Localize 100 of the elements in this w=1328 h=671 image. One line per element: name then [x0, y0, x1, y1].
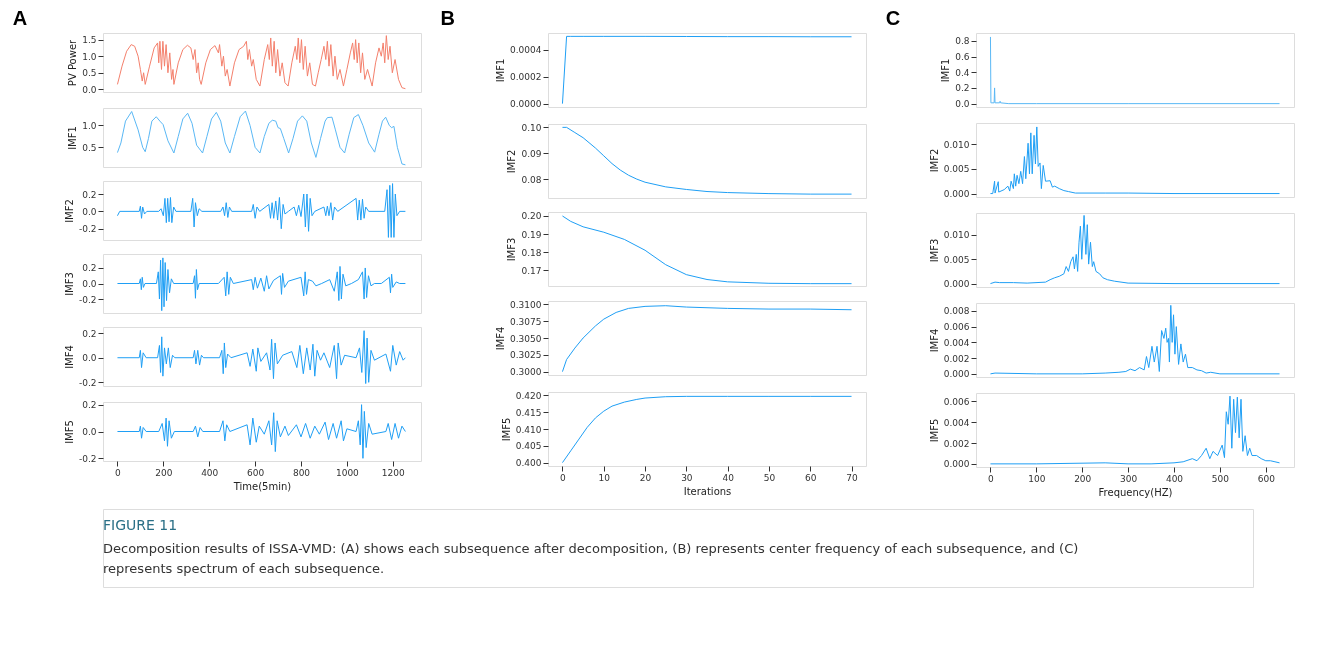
- line-series: [116, 404, 406, 459]
- y-axis-title: IMF3: [506, 237, 518, 262]
- y-tick-label: 0.010: [943, 139, 970, 150]
- chart-title: C: [885, 7, 901, 29]
- x-axis-title: Iterations: [683, 485, 732, 497]
- y-tick-label: 0.4: [955, 67, 970, 78]
- y-tick-label: 0.5: [82, 142, 97, 153]
- x-tick-label: 10: [598, 472, 611, 483]
- y-tick-label: 0.09: [521, 148, 542, 159]
- y-tick-label: 0.005: [943, 254, 970, 265]
- x-tick-label: 600: [247, 467, 265, 478]
- y-axis-title: PV Power: [67, 38, 79, 87]
- y-tick-label: 0.0: [82, 353, 97, 364]
- y-axis-title: IMF3: [928, 238, 940, 263]
- y-tick-label: 0.2: [82, 263, 97, 274]
- x-tick-label: 70: [846, 472, 859, 483]
- x-tick-label: 600: [1257, 473, 1276, 484]
- x-tick-label: 20: [639, 472, 652, 483]
- y-tick-label: 0.415: [515, 407, 542, 418]
- y-axis-title: IMF4: [928, 328, 940, 353]
- y-axis-title: IMF1: [940, 58, 952, 83]
- y-tick-label: 0.17: [521, 265, 542, 276]
- x-axis-title: Frequency(HZ): [1098, 486, 1173, 498]
- x-tick-label: 1000: [335, 467, 360, 478]
- line-series: [116, 110, 406, 166]
- text: FIGURE 11: [103, 517, 178, 533]
- line-series: [989, 214, 1281, 285]
- line-series: [116, 35, 406, 90]
- y-tick-label: -0.2: [78, 453, 97, 464]
- line-series: [561, 395, 853, 464]
- y-tick-label: 0.400: [515, 458, 542, 469]
- y-tick-label: 0.2: [82, 400, 97, 411]
- y-tick-label: 0.008: [943, 306, 970, 317]
- y-tick-label: 0.0: [82, 279, 97, 289]
- y-tick-label: 0.002: [943, 353, 970, 364]
- x-tick-label: 800: [292, 467, 311, 478]
- y-axis-title: IMF2: [506, 149, 518, 174]
- y-tick-label: 0.6: [955, 52, 970, 63]
- y-tick-label: 0.000: [943, 279, 970, 290]
- line-series: [116, 183, 406, 238]
- y-tick-label: 0.005: [943, 164, 970, 175]
- text: Decomposition results of ISSA-VMD: (A) shows each subsequence after decomposition, (B) represents center frequency of each subsequence, and (C) represents spectrum of each subsequence.: [103, 541, 1079, 576]
- y-tick-label: 0.004: [943, 417, 970, 428]
- y-axis-title: IMF5: [63, 420, 75, 444]
- y-tick-label: 0.010: [943, 230, 970, 241]
- line-series: [989, 36, 1281, 105]
- line-series: [989, 395, 1281, 465]
- y-tick-label: 0.0: [82, 206, 97, 217]
- x-tick-label: 60: [805, 472, 817, 483]
- y-tick-label: 0.006: [943, 322, 970, 333]
- y-tick-label: 1.0: [82, 120, 97, 131]
- x-tick-label: 500: [1211, 473, 1230, 484]
- y-tick-label: 0.0000: [510, 99, 542, 110]
- x-tick-label: 400: [1165, 473, 1184, 484]
- y-tick-label: 0.2: [82, 189, 97, 200]
- y-tick-label: 0.0004: [510, 45, 542, 56]
- y-tick-label: 0.0: [82, 427, 97, 437]
- x-tick-label: 100: [1028, 473, 1046, 484]
- y-tick-label: -0.2: [78, 224, 97, 235]
- y-axis-title: IMF2: [928, 148, 940, 173]
- x-tick-label: 0: [560, 472, 567, 483]
- y-tick-label: 0.19: [521, 229, 542, 240]
- line-series: [116, 257, 406, 312]
- x-tick-label: 1200: [381, 467, 405, 478]
- y-tick-label: 0.002: [943, 438, 970, 449]
- x-axis-title: Time(5min): [232, 480, 292, 492]
- line-series: [561, 35, 853, 105]
- y-axis-title: IMF5: [928, 418, 940, 443]
- y-tick-label: 0.2: [82, 328, 97, 339]
- y-tick-label: 0.405: [515, 441, 542, 452]
- y-tick-label: -0.2: [78, 294, 97, 305]
- y-tick-label: 0.000: [943, 459, 970, 470]
- x-tick-label: 30: [681, 472, 693, 483]
- x-tick-label: 200: [155, 467, 173, 478]
- y-tick-label: 1.5: [82, 35, 97, 46]
- y-tick-label: 0.000: [943, 369, 970, 380]
- y-axis-title: IMF2: [63, 199, 75, 223]
- y-axis-title: IMF4: [495, 326, 507, 351]
- y-tick-label: 0.0: [82, 84, 97, 95]
- y-tick-label: 0.5: [82, 68, 97, 79]
- y-axis-title: IMF5: [500, 417, 512, 442]
- line-series: [989, 126, 1281, 195]
- x-tick-label: 400: [201, 467, 219, 478]
- y-tick-label: 0.20: [521, 211, 542, 222]
- y-tick-label: 0.08: [521, 174, 542, 185]
- x-tick-label: 0: [115, 467, 122, 478]
- y-tick-label: 0.3000: [510, 367, 542, 378]
- y-tick-label: 0.000: [943, 189, 970, 200]
- y-tick-label: 1.0: [82, 51, 97, 62]
- y-tick-label: 0.3075: [510, 316, 542, 327]
- chart-title: A: [12, 7, 28, 29]
- y-axis-title: IMF1: [67, 126, 79, 150]
- y-axis-title: IMF4: [63, 345, 75, 369]
- y-axis-title: IMF3: [63, 272, 75, 296]
- chart-title: B: [440, 7, 455, 29]
- y-axis-title: IMF1: [495, 58, 507, 83]
- y-tick-label: 0.8: [955, 36, 970, 47]
- line-series: [561, 126, 853, 195]
- y-tick-label: 0.410: [515, 424, 542, 435]
- y-tick-label: 0.3100: [510, 299, 542, 310]
